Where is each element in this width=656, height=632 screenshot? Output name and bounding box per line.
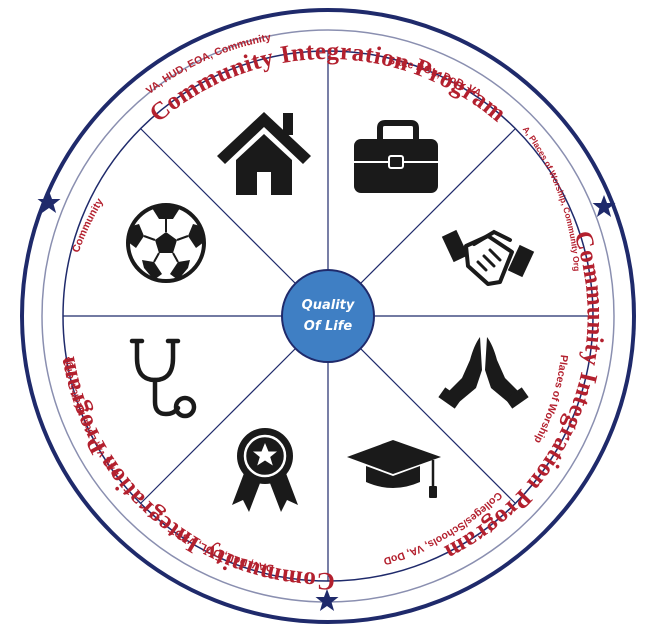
award-ribbon-icon bbox=[232, 428, 298, 512]
star-icon-left bbox=[37, 191, 61, 213]
quality-of-life-hub bbox=[281, 269, 375, 363]
graduation-cap-icon bbox=[347, 440, 441, 498]
star-icon-right bbox=[592, 195, 616, 217]
center-label-line1: Quality bbox=[302, 298, 355, 313]
handshake-icon bbox=[441, 229, 535, 286]
stethoscope-icon bbox=[129, 338, 197, 419]
center-label-line2: Of Life bbox=[304, 319, 353, 334]
praying-hands-icon bbox=[438, 337, 529, 409]
star-icon-bottom bbox=[315, 589, 339, 611]
soccer-ball-icon bbox=[126, 203, 206, 283]
house-icon bbox=[217, 112, 311, 195]
briefcase-icon bbox=[354, 120, 438, 193]
